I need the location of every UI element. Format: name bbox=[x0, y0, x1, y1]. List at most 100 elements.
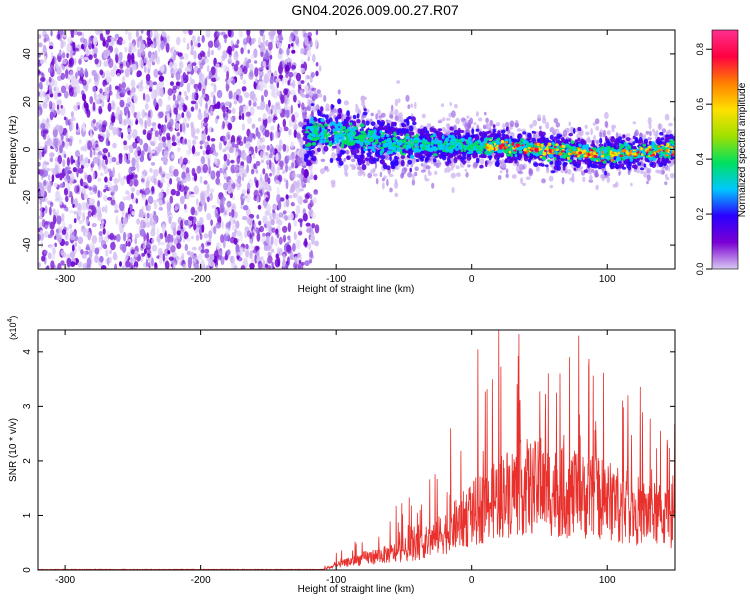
signal-halo bbox=[582, 176, 586, 183]
noise-blob bbox=[245, 250, 250, 258]
noise-blob bbox=[151, 90, 155, 100]
signal-core bbox=[320, 106, 324, 112]
noise-blob bbox=[190, 206, 196, 216]
signal-halo bbox=[599, 131, 602, 138]
noise-blob bbox=[227, 45, 233, 55]
noise-blob bbox=[125, 260, 131, 268]
noise-blob bbox=[225, 207, 231, 213]
noise-blob bbox=[59, 30, 64, 36]
noise-blob bbox=[291, 114, 296, 123]
noise-blob bbox=[290, 183, 296, 193]
figure-title: GN04.2026.009.00.27.R07 bbox=[291, 2, 459, 18]
noise-blob bbox=[156, 227, 160, 237]
noise-blob bbox=[110, 69, 116, 78]
noise-blob bbox=[283, 126, 289, 132]
noise-blob bbox=[158, 255, 163, 265]
noise-blob bbox=[57, 52, 62, 56]
noise-blob bbox=[207, 135, 211, 142]
noise-blob bbox=[80, 146, 86, 152]
signal-halo bbox=[643, 134, 646, 138]
noise-blob bbox=[206, 196, 210, 203]
noise-blob bbox=[86, 264, 91, 269]
noise-blob bbox=[297, 100, 300, 104]
noise-blob bbox=[125, 190, 130, 195]
noise-blob bbox=[51, 174, 55, 183]
noise-blob bbox=[231, 62, 235, 67]
signal-core bbox=[346, 155, 351, 161]
noise-blob bbox=[186, 250, 191, 256]
signal-core bbox=[573, 167, 577, 171]
signal-halo bbox=[427, 171, 432, 176]
noise-blob bbox=[290, 43, 294, 47]
signal-core bbox=[352, 114, 357, 120]
noise-blob bbox=[274, 229, 278, 236]
noise-blob bbox=[283, 178, 287, 183]
signal-halo bbox=[410, 103, 414, 108]
noise-blob bbox=[242, 205, 249, 211]
signal-halo bbox=[636, 168, 640, 174]
noise-blob bbox=[127, 152, 131, 160]
noise-blob bbox=[82, 158, 86, 167]
noise-blob bbox=[98, 159, 102, 169]
noise-blob bbox=[49, 111, 54, 121]
noise-blob bbox=[270, 248, 275, 253]
noise-blob bbox=[210, 138, 216, 142]
noise-blob bbox=[180, 179, 184, 186]
noise-blob bbox=[211, 204, 217, 209]
noise-blob bbox=[286, 256, 290, 266]
noise-blob bbox=[206, 241, 211, 246]
noise-blob bbox=[223, 34, 228, 40]
noise-blob bbox=[287, 235, 291, 241]
signal-core bbox=[604, 170, 607, 176]
signal-halo bbox=[585, 131, 590, 136]
noise-blob bbox=[171, 154, 176, 159]
noise-blob bbox=[92, 85, 97, 93]
noise-blob bbox=[158, 206, 163, 211]
noise-blob bbox=[149, 168, 153, 173]
noise-blob bbox=[213, 95, 216, 105]
noise-blob bbox=[266, 145, 270, 151]
noise-blob bbox=[262, 232, 266, 237]
noise-blob bbox=[206, 65, 210, 73]
noise-blob bbox=[307, 32, 313, 37]
noise-blob bbox=[170, 221, 177, 231]
signal-halo bbox=[319, 168, 326, 175]
noise-blob bbox=[38, 233, 41, 242]
noise-blob bbox=[149, 80, 153, 90]
noise-blob bbox=[154, 50, 158, 60]
noise-blob bbox=[82, 181, 88, 186]
noise-blob bbox=[57, 262, 62, 269]
signal-halo bbox=[405, 94, 410, 102]
noise-blob bbox=[240, 265, 246, 269]
noise-blob bbox=[229, 187, 235, 194]
noise-blob bbox=[88, 78, 92, 83]
signal-halo bbox=[571, 176, 575, 183]
noise-blob bbox=[73, 218, 77, 224]
signal-halo bbox=[661, 170, 665, 175]
noise-blob bbox=[213, 103, 220, 109]
noise-blob bbox=[135, 198, 139, 204]
noise-blob bbox=[62, 252, 67, 258]
noise-blob bbox=[39, 212, 43, 218]
noise-blob bbox=[61, 52, 66, 59]
noise-blob bbox=[209, 253, 215, 261]
signal-halo bbox=[344, 168, 348, 176]
noise-blob bbox=[163, 150, 169, 159]
noise-blob bbox=[153, 37, 157, 43]
noise-blob bbox=[94, 254, 99, 264]
signal-halo bbox=[323, 95, 327, 102]
noise-blob bbox=[228, 90, 233, 100]
noise-blob bbox=[97, 189, 101, 198]
noise-blob bbox=[143, 169, 147, 176]
noise-blob bbox=[304, 74, 308, 83]
noise-blob bbox=[136, 111, 141, 120]
noise-blob bbox=[157, 248, 163, 256]
noise-blob bbox=[231, 141, 235, 148]
noise-blob bbox=[65, 132, 69, 141]
noise-blob bbox=[246, 216, 252, 224]
noise-blob bbox=[44, 34, 50, 42]
signal-core bbox=[544, 164, 549, 168]
signal-core bbox=[583, 169, 588, 174]
signal-halo bbox=[590, 128, 593, 136]
noise-blob bbox=[195, 198, 199, 206]
